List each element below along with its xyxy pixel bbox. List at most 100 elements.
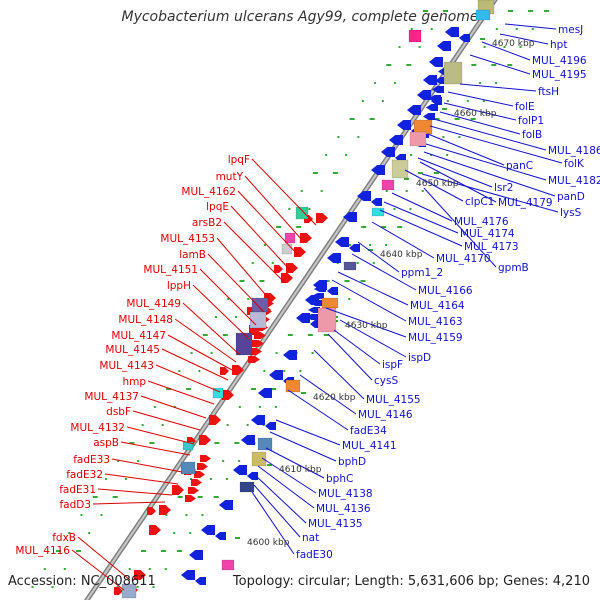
topology-text: Topology: circular; Length: 5,631,606 bp… [232, 574, 590, 589]
forward-gene-arrow [172, 485, 184, 495]
forward-gene-arrow [191, 479, 202, 486]
forward-gene-arrow [220, 367, 229, 375]
reverse-gene-label: ispD [408, 352, 431, 364]
reverse-label-leader [333, 329, 381, 365]
tick-mark [357, 136, 360, 138]
reverse-gene-arrow [426, 104, 438, 111]
tick-mark [410, 154, 413, 156]
tick-mark [312, 172, 318, 174]
reverse-gene-label: MUL_4159 [408, 332, 463, 344]
forward-gene-label: MUL_4132 [70, 422, 125, 434]
reverse-gene-arrow [258, 388, 272, 398]
forward-label-leader [77, 536, 131, 581]
reverse-label-leader [287, 389, 349, 431]
reverse-label-leader [351, 253, 417, 291]
tick-mark [296, 226, 302, 228]
reverse-gene-arrow [429, 95, 441, 102]
gene-box [321, 297, 339, 309]
reverse-label-leader [371, 221, 435, 259]
reverse-gene-arrow [371, 198, 382, 206]
genome-backbone [83, 0, 498, 600]
tick-mark [225, 478, 228, 480]
tick-mark [470, 118, 476, 120]
gene-label-layer: 4600 kbp 4610 kbp 4620 kbp 4630 kbp 4640 kbp… [15, 24, 600, 561]
forward-gene-label: lppH [167, 280, 191, 292]
gene-box [371, 207, 385, 217]
reverse-gene-arrow [314, 286, 326, 292]
tick-mark [503, 46, 506, 48]
tick-mark [442, 136, 445, 138]
reverse-gene-label: gpmB [498, 262, 529, 274]
tick-mark [515, 28, 518, 30]
reverse-gene-arrow [349, 244, 360, 252]
reverse-gene-arrow [195, 577, 206, 585]
tick-mark [381, 226, 387, 228]
tick-mark [247, 298, 250, 300]
kbp-tick [404, 178, 409, 180]
reverse-label-leader [265, 447, 325, 479]
tick-mark [423, 10, 429, 12]
forward-gene-label: MUL_4137 [84, 391, 139, 403]
gene-box [180, 461, 196, 475]
tick-mark [325, 154, 328, 156]
reverse-gene-arrow [389, 135, 403, 145]
forward-label-leader [104, 473, 179, 485]
tick-mark [210, 352, 213, 354]
forward-gene-label: lpqE [206, 201, 229, 213]
reverse-gene-label: MUL_4141 [342, 440, 397, 452]
tick-mark [153, 406, 156, 408]
accession-text: Accession: NC_008611 [8, 574, 156, 589]
reverse-gene-arrow [296, 313, 310, 323]
reverse-label-leader [383, 201, 459, 234]
tick-mark [215, 316, 218, 318]
tick-mark [276, 226, 282, 228]
reverse-label-leader [331, 279, 407, 322]
tick-mark [104, 478, 107, 480]
forward-gene-label: dsbF [106, 406, 131, 418]
forward-gene-label: MUL_4143 [99, 360, 154, 372]
tick-mark [360, 280, 366, 282]
tick-mark [197, 496, 203, 498]
reverse-label-leader [325, 307, 407, 338]
tick-mark [222, 460, 225, 462]
forward-label-leader [192, 284, 251, 341]
tick-mark [68, 532, 71, 534]
tick-mark [176, 550, 182, 552]
reverse-label-leader [391, 192, 453, 222]
tick-mark [311, 352, 314, 354]
reverse-label-leader [419, 161, 497, 203]
tick-mark [263, 370, 266, 372]
tick-layer [31, 10, 550, 588]
tick-mark [214, 442, 220, 444]
reverse-gene-arrow [181, 570, 195, 580]
reverse-gene-label: MUL_4155 [366, 394, 421, 406]
reverse-gene-arrow [357, 191, 371, 201]
reverse-gene-label: mesJ [558, 24, 583, 36]
tick-mark [141, 424, 144, 426]
forward-gene-label: MUL_4145 [105, 344, 160, 356]
gene-box [239, 481, 255, 493]
tick-mark [75, 550, 81, 552]
tick-mark [165, 514, 168, 516]
tick-mark [164, 568, 167, 570]
reverse-label-leader [327, 333, 373, 381]
tick-mark [274, 406, 277, 408]
forward-gene-arrow [252, 340, 264, 347]
tick-mark [124, 478, 127, 480]
reverse-gene-label: MUL_4182 [548, 175, 600, 187]
tick-mark [519, 46, 522, 48]
kbp-tick [442, 108, 447, 110]
tick-mark [434, 118, 440, 120]
reverse-label-leader [269, 431, 337, 462]
reverse-label-leader [423, 151, 556, 197]
kbp-label: 4630 kbp [345, 321, 388, 331]
tick-mark [117, 460, 120, 462]
reverse-gene-arrow [327, 253, 341, 263]
forward-label-leader [237, 190, 299, 256]
tick-mark [430, 28, 433, 30]
forward-label-leader [126, 426, 195, 445]
reverse-gene-arrow [445, 27, 459, 37]
tick-mark [443, 10, 449, 12]
tick-mark [234, 442, 240, 444]
